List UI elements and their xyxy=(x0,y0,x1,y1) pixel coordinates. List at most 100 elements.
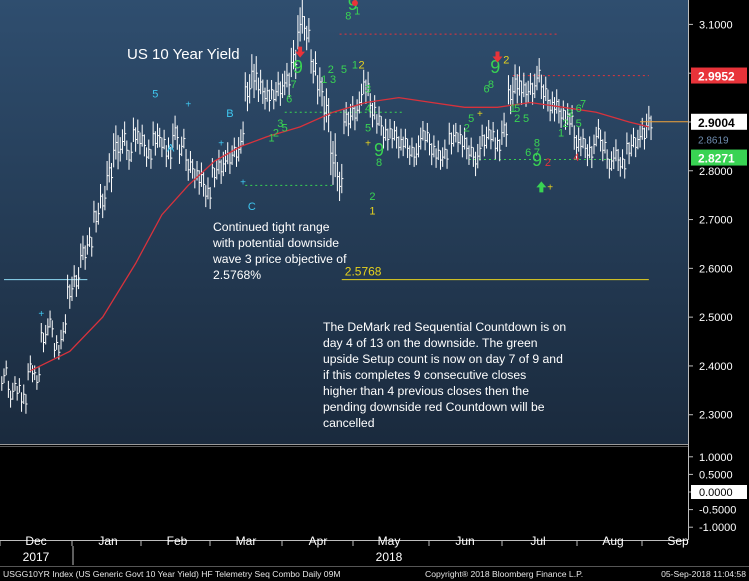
y-tick-label: 3.1000 xyxy=(699,19,733,31)
last-level-box xyxy=(691,113,747,130)
x-tick-label: Jun xyxy=(455,534,474,548)
sub-y-tick-label: 1.0000 xyxy=(699,452,733,464)
y-tick-label: 2.8000 xyxy=(699,166,733,178)
y-tick-label: 2.7000 xyxy=(699,215,733,227)
count-marker: 6 xyxy=(483,84,489,96)
moving-average-line xyxy=(30,96,649,372)
signal-dot-icon xyxy=(351,0,358,6)
y-tick-label: 2.4000 xyxy=(699,361,733,373)
count-marker: 7 xyxy=(290,79,296,91)
count-marker: 5 xyxy=(152,89,158,101)
price-bars xyxy=(1,0,653,414)
count-marker: 8 xyxy=(345,11,351,23)
count-marker: 5 xyxy=(365,123,371,135)
count-marker: 1 xyxy=(354,6,360,18)
sub-value-box xyxy=(691,485,747,499)
up-arrow-icon xyxy=(536,181,547,193)
count-marker: 2 xyxy=(369,191,375,203)
x-tick-label: Aug xyxy=(602,534,623,548)
count-marker: C xyxy=(248,201,256,213)
count-marker: 4 xyxy=(365,103,371,115)
plus-marker: + xyxy=(38,309,44,320)
annotation-demark-line: The DeMark red Sequential Countdown is o… xyxy=(323,320,566,334)
count-marker: 9 xyxy=(490,57,500,77)
count-marker: 5 xyxy=(341,64,347,76)
footer-security-description: USGG10YR Index (US Generic Govt 10 Year … xyxy=(3,569,341,579)
x-axis-labels: Dec Jan Feb Mar Apr May Jun Jul Aug Sep 2017 2018 xyxy=(0,534,689,565)
plus-marker: + xyxy=(185,99,191,110)
plus-marker: + xyxy=(365,138,371,149)
resistance-level-label: 2.9952 xyxy=(698,70,735,84)
count-marker: 8 xyxy=(488,79,494,91)
x-tick-label: Mar xyxy=(236,534,257,548)
count-marker: 1 xyxy=(269,132,275,144)
count-marker: 9 xyxy=(374,140,384,160)
count-marker: 3 xyxy=(330,74,336,86)
chart-title: US 10 Year Yield xyxy=(127,46,240,63)
x-tick-label: May xyxy=(378,534,401,548)
annotation-demark-line: upside Setup count is now on day 7 of 9 … xyxy=(323,352,563,366)
count-marker: 6 xyxy=(286,93,292,105)
count-marker: 1 xyxy=(352,59,358,71)
count-marker: 2 xyxy=(328,64,334,76)
count-marker: 5 xyxy=(468,113,474,125)
resistance-level-box xyxy=(691,67,747,84)
count-marker: B xyxy=(226,108,233,120)
sub-y-tick-label: 0.5000 xyxy=(699,469,733,481)
x-tick-label: Apr xyxy=(309,534,328,548)
signal-arrows xyxy=(295,0,547,193)
count-marker: 8 xyxy=(376,157,382,169)
y-tick-label: 2.3000 xyxy=(699,410,733,422)
horizontal-levels: 2.5768 xyxy=(4,33,649,281)
footer-timestamp: 05-Sep-2018 11:04:58 xyxy=(661,569,746,579)
down-arrow-icon xyxy=(295,46,306,58)
year-label: 2018 xyxy=(376,550,403,564)
count-marker: 9 xyxy=(293,57,303,77)
plus-marker: + xyxy=(218,138,224,149)
annotation-wave3-line: 2.5768% xyxy=(213,268,261,282)
sub-y-tick-label: -0.5000 xyxy=(699,505,736,517)
count-marker: A xyxy=(167,142,175,154)
count-marker: 6 xyxy=(576,103,582,115)
count-marker: 1 xyxy=(321,74,327,86)
count-marker: 3 xyxy=(567,108,573,120)
y-axis-labels: 3.10003.00002.90002.80002.70002.60002.50… xyxy=(640,19,747,422)
annotations: Continued tight range with potential down… xyxy=(212,220,566,430)
sub-axis-labels: 1.0000 0.5000 -0.5000 -1.0000 0.0000 xyxy=(688,452,747,534)
count-marker: 5 xyxy=(514,103,520,115)
annotation-wave3-line: with potential downside xyxy=(212,236,339,250)
plus-marker: + xyxy=(240,177,246,188)
hidden-level-label: 2.8619 xyxy=(698,136,729,147)
sub-plot-background xyxy=(0,446,688,540)
count-marker: 2 xyxy=(358,59,364,71)
x-tick-label: Jul xyxy=(530,534,545,548)
annotation-demark-line: pending downside red Countdown will be xyxy=(323,400,545,414)
annotation-demark-line: day 4 of 13 on the downside. The green xyxy=(323,336,538,350)
plus-marker: + xyxy=(547,182,553,193)
count-marker: 1 xyxy=(369,206,375,218)
sub-y-tick-label: -1.0000 xyxy=(699,522,736,534)
count-marker: 2 xyxy=(545,157,551,169)
y-tick-label: 2.5000 xyxy=(699,312,733,324)
count-marker: 7 xyxy=(534,147,540,159)
support-level-box xyxy=(691,149,747,166)
footer-copyright: Copyright® 2018 Bloomberg Finance L.P. xyxy=(425,569,583,579)
down-arrow-icon xyxy=(492,51,503,63)
count-marker: 3 xyxy=(365,84,371,96)
count-marker: 6 xyxy=(525,147,531,159)
annotation-wave3-line: wave 3 price objective of xyxy=(212,252,347,266)
target-label: 2.5768 xyxy=(345,265,382,279)
count-marker: 5 xyxy=(576,118,582,130)
count-marker: 2 xyxy=(514,113,520,125)
count-marker: 9 xyxy=(348,0,358,14)
count-marker: 1 xyxy=(558,128,564,140)
annotation-demark-line: if this completes 9 consecutive closes xyxy=(323,368,526,382)
annotation-wave3-line: Continued tight range xyxy=(213,220,330,234)
annotation-demark-line: higher than 4 previous closes then the xyxy=(323,384,529,398)
support-level-label: 2.8271 xyxy=(698,152,735,166)
count-marker: 4 xyxy=(573,152,579,164)
x-tick-label: Jan xyxy=(98,534,117,548)
